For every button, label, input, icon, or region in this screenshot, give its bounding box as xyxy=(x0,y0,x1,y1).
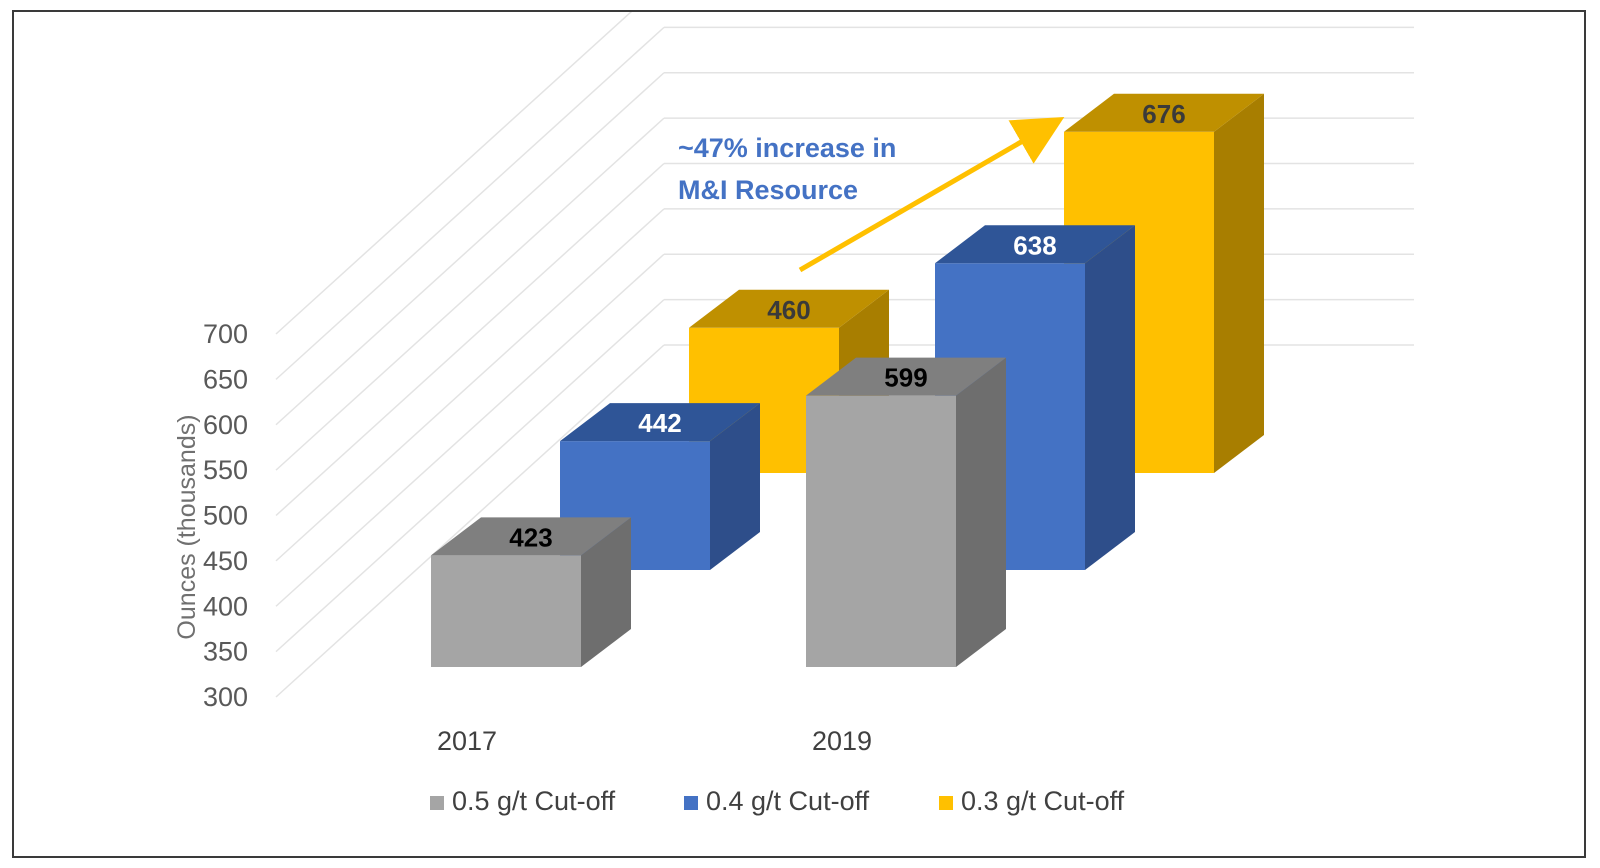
legend-label: 0.5 g/t Cut-off xyxy=(452,786,616,816)
bar-0-5-g-t-cut-off-2017: 423 xyxy=(431,517,631,667)
y-tick-label: 300 xyxy=(203,682,248,712)
gridline-diagonal xyxy=(275,344,665,698)
legend-label: 0.4 g/t Cut-off xyxy=(706,786,870,816)
annotation: ~47% increase in M&I Resource xyxy=(678,116,1065,273)
x-category-label: 2019 xyxy=(812,726,872,756)
bar-top xyxy=(560,403,760,442)
legend-swatch xyxy=(684,796,698,810)
bar-side xyxy=(956,357,1006,667)
data-label: 423 xyxy=(509,522,552,552)
y-tick-label: 650 xyxy=(203,364,248,394)
annotation-line-2: M&I Resource xyxy=(678,175,858,205)
legend-label: 0.3 g/t Cut-off xyxy=(961,786,1125,816)
data-label: 638 xyxy=(1013,230,1056,260)
y-tick-label: 400 xyxy=(203,591,248,621)
y-tick-label: 350 xyxy=(203,637,248,667)
bar-side xyxy=(581,517,631,667)
data-label: 599 xyxy=(884,363,927,393)
y-axis-title-group: Ounces (thousands) xyxy=(173,414,201,639)
chart-frame: 300 350 400 450 500 550 600 650 700 Ounces (thou… xyxy=(12,10,1586,858)
gridline-diagonal xyxy=(275,208,665,562)
x-category-label: 2017 xyxy=(437,726,497,756)
data-label: 676 xyxy=(1142,99,1185,129)
gridline-diagonal xyxy=(275,299,665,653)
bar-top xyxy=(1064,93,1264,132)
legend-swatch xyxy=(430,796,444,810)
legend: 0.5 g/t Cut-off 0.4 g/t Cut-off 0.3 g/t Cu… xyxy=(430,786,1125,816)
bar-front xyxy=(806,395,956,667)
bar-side xyxy=(1085,225,1135,570)
gridline-diagonal xyxy=(275,26,665,380)
gridline-diagonal xyxy=(275,162,665,517)
legend-item: 0.4 g/t Cut-off xyxy=(684,786,870,816)
bar-side xyxy=(1214,93,1264,473)
data-label: 460 xyxy=(767,295,810,325)
bar-top xyxy=(431,517,631,556)
legend-swatch xyxy=(939,796,953,810)
bar-0-5-g-t-cut-off-2019: 599 xyxy=(806,357,1006,667)
legend-item: 0.3 g/t Cut-off xyxy=(939,786,1125,816)
gridline-diagonal xyxy=(275,12,633,335)
bar-top xyxy=(689,289,889,328)
annotation-line-1: ~47% increase in xyxy=(678,133,896,163)
y-tick-label: 700 xyxy=(203,319,248,349)
y-axis-title: Ounces (thousands) xyxy=(173,414,201,639)
y-tick-label: 450 xyxy=(203,546,248,576)
bar-front xyxy=(431,555,581,667)
gridline-diagonal xyxy=(275,253,665,607)
bar-side xyxy=(710,403,760,570)
gridline-diagonal xyxy=(275,72,665,426)
bar-top xyxy=(935,225,1135,264)
y-tick-label: 500 xyxy=(203,501,248,531)
y-tick-label: 600 xyxy=(203,410,248,440)
gridline-diagonal xyxy=(275,117,665,471)
bars: 460 676 442 638 423 599 xyxy=(431,93,1264,667)
data-label: 442 xyxy=(638,408,681,438)
chart-canvas: 300 350 400 450 500 550 600 650 700 Ounces (thou… xyxy=(173,12,1414,816)
y-tick-label: 550 xyxy=(203,455,248,485)
bar-top xyxy=(806,357,1006,396)
y-axis-ticks: 300 350 400 450 500 550 600 650 700 xyxy=(203,319,248,712)
legend-item: 0.5 g/t Cut-off xyxy=(430,786,616,816)
x-axis-categories: 2017 2019 xyxy=(437,726,872,756)
increase-arrow xyxy=(798,116,1065,273)
